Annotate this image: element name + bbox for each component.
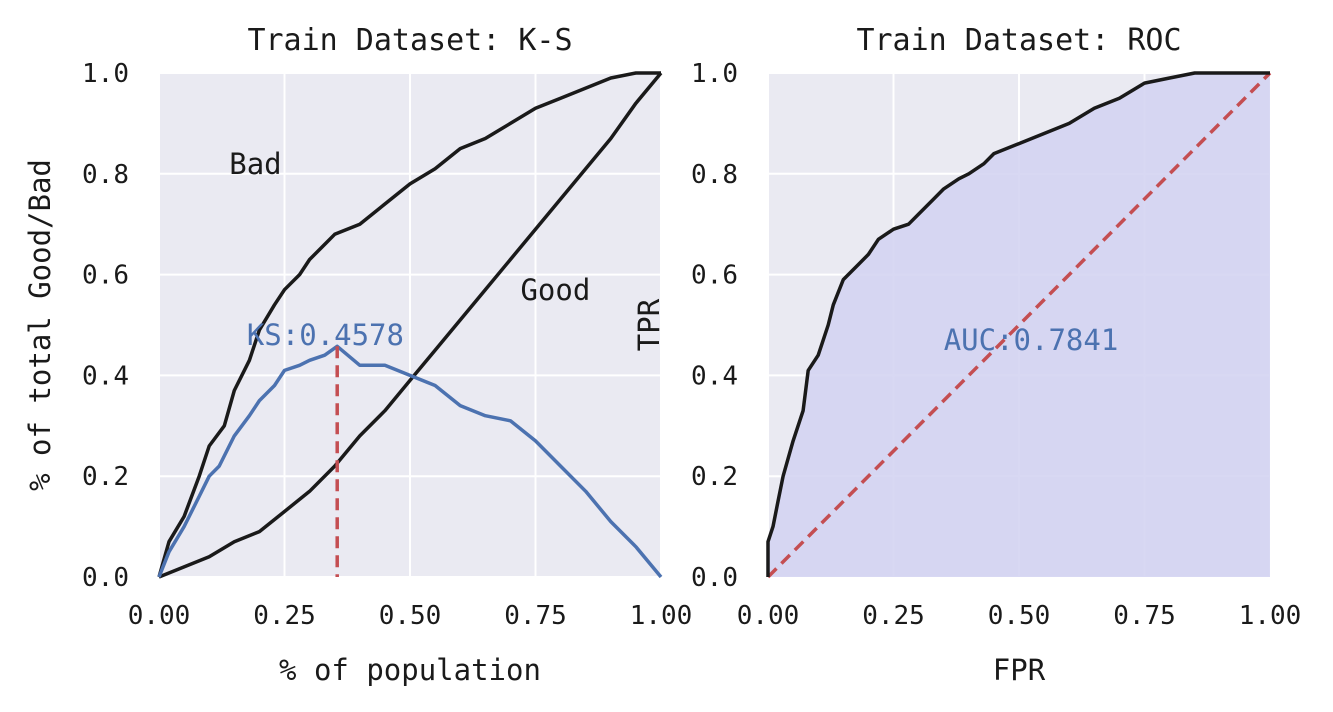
ks-y-tick-label: 0.6 xyxy=(82,261,129,291)
ks-y-tick-label: 0.4 xyxy=(82,361,129,391)
roc-y-axis-label: TPR xyxy=(632,298,666,351)
roc-x-tick-label: 1.00 xyxy=(1239,601,1302,631)
roc-y-tick-label: 0.2 xyxy=(691,462,738,492)
roc-ticks: 0.00 0.25 0.50 0.75 1.00 0.0 0.2 0.4 0.6 0.8 1.0 xyxy=(691,59,1301,631)
ks-series-good-line xyxy=(158,71,663,579)
roc-y-tick-label: 0.6 xyxy=(691,261,738,291)
ks-x-axis-label: % of population xyxy=(279,653,541,687)
ks-y-tick-label: 1.0 xyxy=(82,59,129,89)
roc-x-tick-label: 0.25 xyxy=(862,601,925,631)
ks-annotation-ks: KS:0.4578 xyxy=(247,318,404,352)
roc-marks: AUC:0.7841 xyxy=(766,71,1272,579)
ks-y-tick-label: 0.2 xyxy=(82,462,129,492)
ks-x-tick-label: 0.75 xyxy=(504,601,567,631)
ks-x-tick-label: 0.25 xyxy=(253,601,316,631)
ks-marks: Bad Good KS:0.4578 xyxy=(157,71,663,579)
roc-x-tick-label: 0.50 xyxy=(988,601,1051,631)
ks-series-bad-line xyxy=(157,71,661,578)
ks-y-tick-label: 0.0 xyxy=(82,563,129,593)
ks-series-ks-line xyxy=(157,344,663,579)
ks-y-axis-label: % of total Good/Bad xyxy=(23,159,57,491)
roc-curve-line xyxy=(766,71,1270,577)
roc-diagonal-line xyxy=(766,71,1272,579)
roc-y-tick-label: 0.0 xyxy=(691,563,738,593)
ks-x-tick-label: 0.00 xyxy=(128,601,191,631)
roc-x-tick-label: 0.00 xyxy=(737,601,800,631)
ks-annotation-good: Good xyxy=(520,273,590,307)
roc-chart: AUC:0.7841 0.00 0.25 0.50 0.75 1.00 0.0 0.2 0.4… xyxy=(632,23,1301,687)
ks-y-tick-label: 0.8 xyxy=(82,160,129,190)
ks-x-tick-label: 1.00 xyxy=(630,601,693,631)
ks-chart-title: Train Dataset: K-S xyxy=(247,23,572,58)
ks-annotation-bad: Bad xyxy=(229,147,281,181)
roc-y-tick-label: 0.4 xyxy=(691,361,738,391)
roc-annotation-auc: AUC:0.7841 xyxy=(944,323,1119,357)
ks-ticks: 0.00 0.25 0.50 0.75 1.00 0.0 0.2 0.4 0.6 0.8 1.0 xyxy=(82,59,692,631)
roc-y-tick-label: 1.0 xyxy=(691,59,738,89)
ks-x-tick-label: 0.50 xyxy=(379,601,442,631)
roc-x-tick-label: 0.75 xyxy=(1113,601,1176,631)
roc-chart-title: Train Dataset: ROC xyxy=(856,23,1181,58)
roc-x-axis-label: FPR xyxy=(993,653,1046,687)
roc-y-tick-label: 0.8 xyxy=(691,160,738,190)
